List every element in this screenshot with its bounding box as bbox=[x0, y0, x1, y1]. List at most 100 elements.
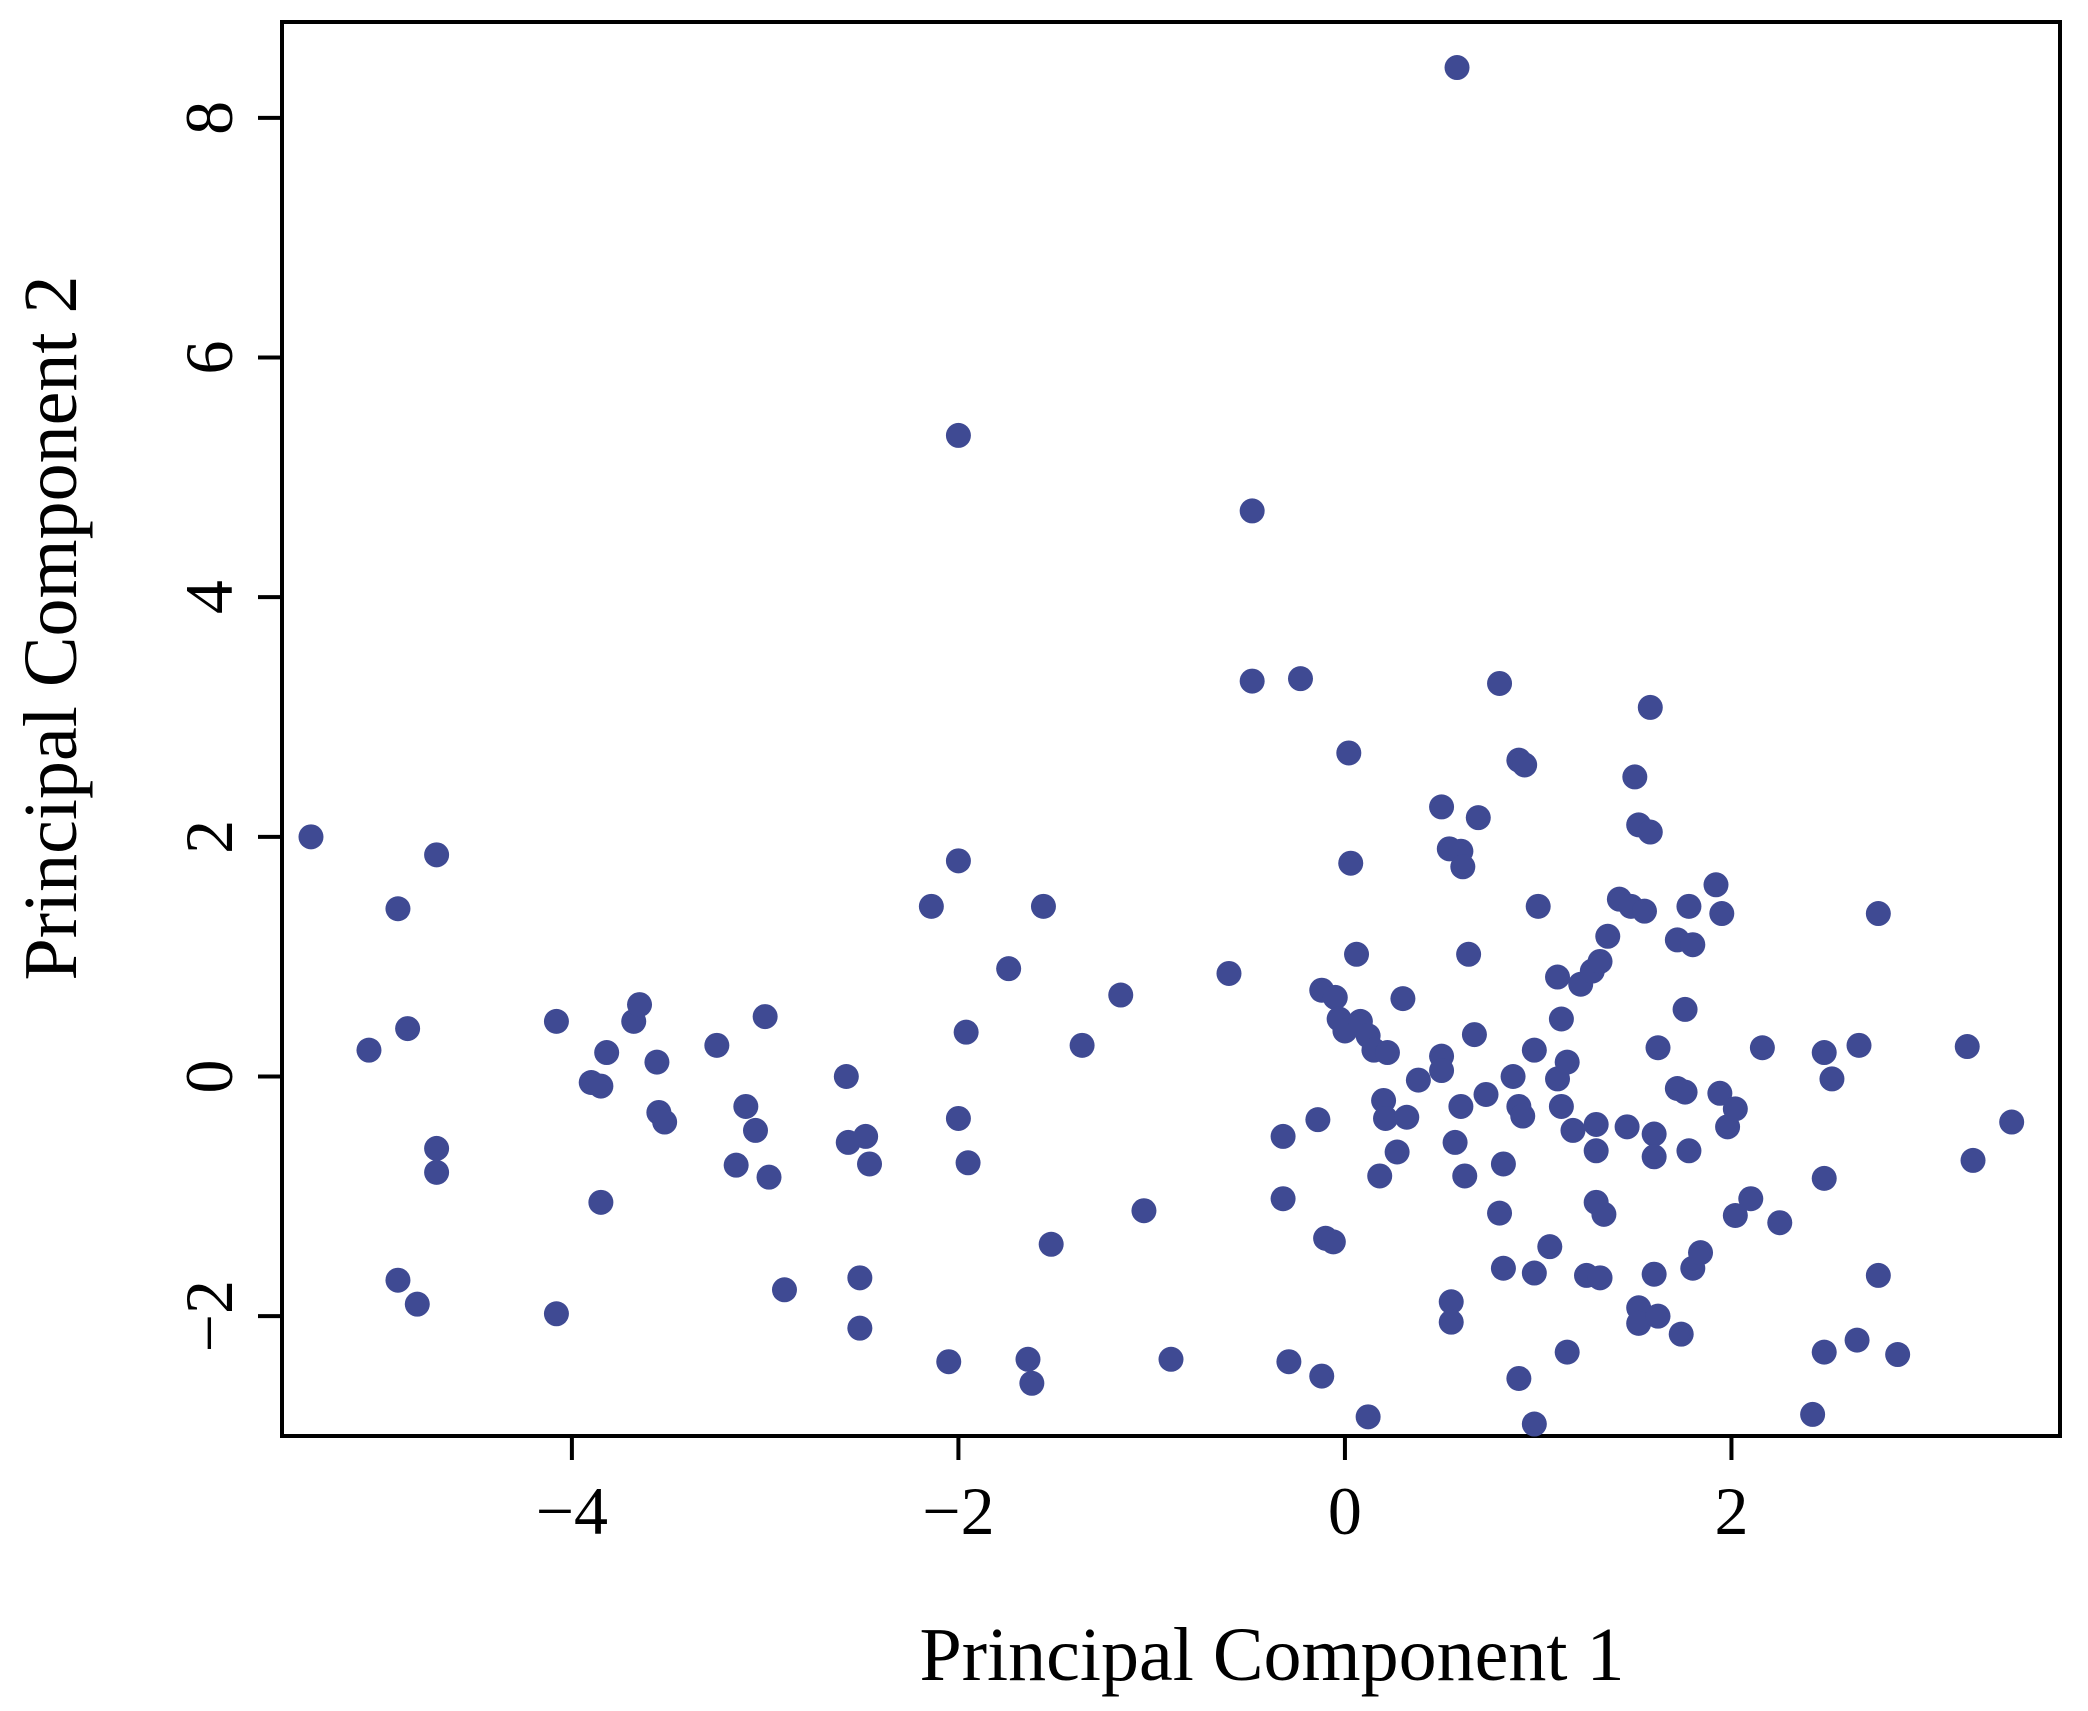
data-point bbox=[298, 824, 324, 850]
y-axis-title: Principal Component 2 bbox=[9, 275, 93, 980]
data-point bbox=[847, 1265, 873, 1291]
data-point bbox=[1865, 901, 1891, 927]
data-point bbox=[742, 1117, 768, 1143]
y-tick-label: −2 bbox=[171, 1280, 247, 1352]
data-point bbox=[1456, 941, 1482, 967]
data-point bbox=[588, 1189, 614, 1215]
data-point bbox=[1626, 1310, 1652, 1336]
data-point bbox=[1641, 1144, 1667, 1170]
data-point bbox=[1338, 850, 1364, 876]
data-point bbox=[733, 1093, 759, 1119]
data-point bbox=[771, 1277, 797, 1303]
data-point bbox=[1239, 668, 1265, 694]
data-point bbox=[756, 1164, 782, 1190]
data-point bbox=[1287, 666, 1313, 692]
data-point bbox=[1270, 1123, 1296, 1149]
data-point bbox=[996, 956, 1022, 982]
data-point bbox=[918, 893, 944, 919]
data-point bbox=[1309, 1363, 1335, 1389]
data-point bbox=[1506, 1365, 1532, 1391]
data-point bbox=[1038, 1231, 1064, 1257]
data-point bbox=[1521, 1037, 1547, 1063]
data-point bbox=[704, 1032, 730, 1058]
data-point bbox=[1355, 1404, 1381, 1430]
x-tick-label: −2 bbox=[922, 1473, 994, 1549]
y-tick-label: 4 bbox=[171, 580, 247, 614]
data-point bbox=[1490, 1255, 1516, 1281]
data-point bbox=[1583, 1111, 1609, 1137]
data-point bbox=[1811, 1339, 1837, 1365]
data-point bbox=[1015, 1346, 1041, 1372]
data-point bbox=[1276, 1349, 1302, 1375]
data-point bbox=[847, 1315, 873, 1341]
data-point bbox=[1405, 1067, 1431, 1093]
data-point bbox=[1554, 1339, 1580, 1365]
data-point bbox=[1560, 1117, 1586, 1143]
data-point bbox=[1637, 819, 1663, 845]
data-point bbox=[1270, 1186, 1296, 1212]
data-point bbox=[1554, 1049, 1580, 1075]
data-point bbox=[1545, 964, 1571, 990]
data-point bbox=[1461, 1022, 1487, 1048]
data-point bbox=[1487, 670, 1513, 696]
data-point bbox=[1537, 1234, 1563, 1260]
data-point bbox=[945, 422, 971, 448]
data-point bbox=[1583, 1138, 1609, 1164]
data-point bbox=[1239, 498, 1265, 524]
data-point bbox=[1108, 982, 1134, 1008]
x-tick-label: 0 bbox=[1328, 1473, 1362, 1549]
data-point bbox=[395, 1016, 421, 1042]
data-point bbox=[1676, 1138, 1702, 1164]
data-point bbox=[1394, 1104, 1420, 1130]
data-point bbox=[1591, 1201, 1617, 1227]
data-point bbox=[1429, 1058, 1455, 1084]
data-point bbox=[1999, 1109, 2025, 1135]
points-layer bbox=[298, 55, 2025, 1437]
data-point bbox=[1521, 1411, 1547, 1437]
data-point bbox=[1767, 1210, 1793, 1236]
data-point bbox=[543, 1008, 569, 1034]
data-point bbox=[1490, 1151, 1516, 1177]
data-point bbox=[1668, 1321, 1694, 1347]
data-point bbox=[644, 1049, 670, 1075]
data-point bbox=[1641, 1261, 1667, 1287]
data-point bbox=[424, 1135, 450, 1161]
data-point bbox=[833, 1064, 859, 1090]
data-point bbox=[1444, 55, 1470, 81]
plot-frame bbox=[280, 20, 2062, 1438]
data-point bbox=[1587, 948, 1613, 974]
data-point bbox=[1510, 1103, 1536, 1129]
data-point bbox=[1320, 1229, 1346, 1255]
data-point bbox=[1637, 694, 1663, 720]
data-point bbox=[543, 1301, 569, 1327]
data-point bbox=[1322, 984, 1348, 1010]
data-point bbox=[1844, 1327, 1870, 1353]
data-point bbox=[1811, 1165, 1837, 1191]
data-point bbox=[1672, 996, 1698, 1022]
data-point bbox=[936, 1349, 962, 1375]
data-point bbox=[594, 1040, 620, 1066]
data-point bbox=[1344, 941, 1370, 967]
data-point bbox=[1672, 1079, 1698, 1105]
data-point bbox=[1019, 1370, 1045, 1396]
data-point bbox=[1703, 872, 1729, 898]
data-point bbox=[652, 1109, 678, 1135]
data-point bbox=[1707, 1080, 1733, 1106]
data-point bbox=[1438, 1309, 1464, 1335]
x-axis-title: Principal Component 1 bbox=[919, 1613, 1624, 1697]
data-point bbox=[1722, 1203, 1748, 1229]
data-point bbox=[1373, 1105, 1399, 1131]
data-point bbox=[1438, 1289, 1464, 1315]
data-point bbox=[1954, 1034, 1980, 1060]
data-point bbox=[1131, 1198, 1157, 1224]
data-point bbox=[1587, 1265, 1613, 1291]
data-point bbox=[424, 1159, 450, 1185]
data-point bbox=[1800, 1401, 1826, 1427]
data-point bbox=[1216, 960, 1242, 986]
data-point bbox=[385, 896, 411, 922]
data-point bbox=[1465, 805, 1491, 831]
y-tick-label: 0 bbox=[171, 1060, 247, 1094]
data-point bbox=[1811, 1040, 1837, 1066]
data-point bbox=[1631, 898, 1657, 924]
